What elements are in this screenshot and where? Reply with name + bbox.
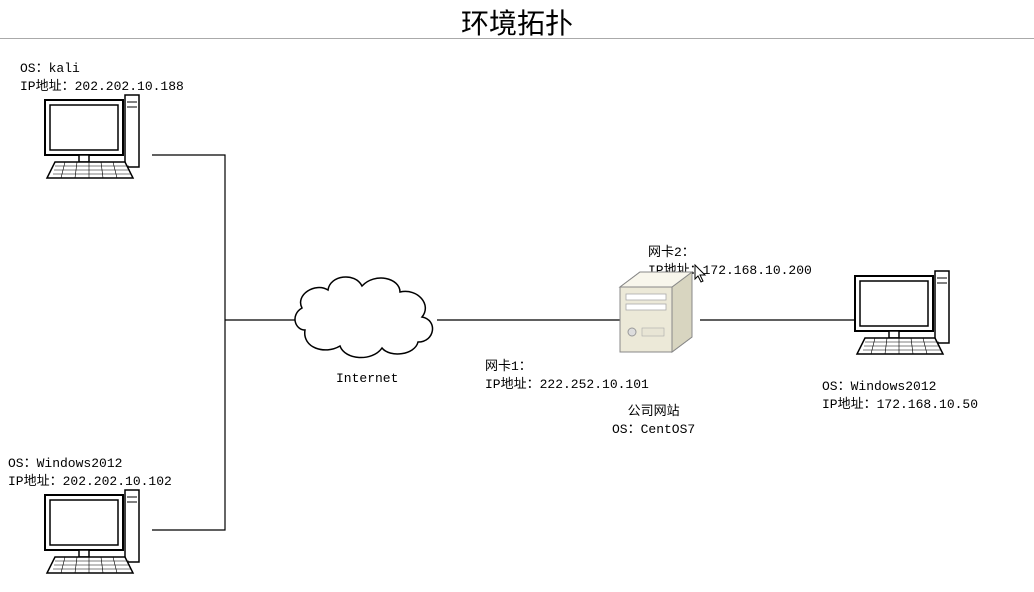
server-computer-icon <box>620 272 692 352</box>
topology-svg <box>0 0 1034 592</box>
edges <box>152 155 858 530</box>
kali-computer-icon <box>45 95 139 178</box>
win-right-computer-icon <box>855 271 949 354</box>
cloud-icon <box>295 277 433 358</box>
win-left-computer-icon <box>45 490 139 573</box>
cursor-icon <box>695 265 705 282</box>
edge-left-bus <box>152 155 225 530</box>
